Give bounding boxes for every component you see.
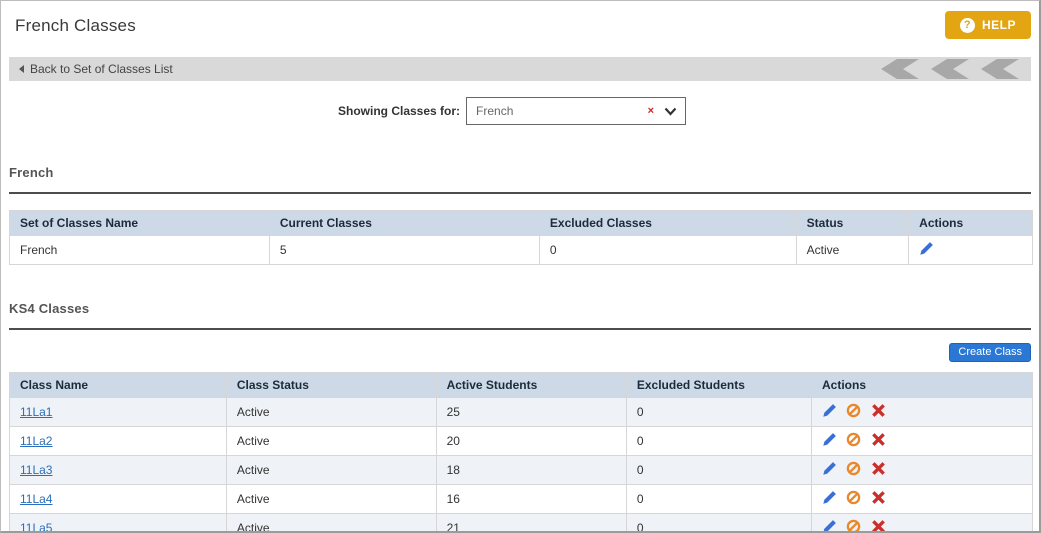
help-button-label: HELP	[981, 18, 1016, 32]
table-row: French 5 0 Active	[9, 235, 1033, 265]
create-row: Create Class	[9, 343, 1031, 362]
back-link-label: Back to Set of Classes List	[30, 62, 173, 76]
column-header: Actions	[811, 372, 1033, 398]
active-students-cell: 21	[435, 513, 627, 531]
excluded-students-cell: 0	[625, 426, 813, 456]
class-name-link[interactable]: 11La5	[20, 521, 53, 533]
chevron-left-icon	[981, 59, 1019, 79]
actions-cell	[811, 513, 1033, 531]
column-header: Current Classes	[268, 210, 540, 236]
class-status-cell: Active	[225, 484, 437, 514]
delete-x-icon[interactable]	[871, 432, 886, 450]
delete-x-icon[interactable]	[871, 490, 886, 508]
delete-x-icon[interactable]	[871, 403, 886, 421]
table-header-row: Set of Classes Name Current Classes Excl…	[9, 210, 1033, 236]
create-class-button[interactable]: Create Class	[949, 343, 1031, 362]
set-of-classes-table: Set of Classes Name Current Classes Excl…	[9, 210, 1033, 265]
filter-label: Showing Classes for:	[338, 104, 461, 118]
classes-section-heading: KS4 Classes	[9, 301, 90, 316]
table-row: 11La3 Active 18 0	[9, 455, 1033, 485]
chevron-left-icon	[931, 59, 969, 79]
class-name-cell: 11La1	[9, 397, 227, 427]
table-header-row: Class Name Class Status Active Students …	[9, 372, 1033, 398]
class-status-cell: Active	[225, 426, 437, 456]
column-header: Status	[795, 210, 910, 236]
active-students-cell: 18	[435, 455, 627, 485]
set-section-heading: French	[9, 165, 54, 180]
back-link[interactable]: Back to Set of Classes List	[19, 62, 173, 76]
actions-cell	[811, 455, 1033, 485]
help-button[interactable]: ? HELP	[944, 11, 1031, 39]
edit-pencil-icon[interactable]	[822, 403, 837, 421]
active-students-cell: 20	[435, 426, 627, 456]
column-header: Active Students	[435, 372, 627, 398]
column-header: Set of Classes Name	[9, 210, 270, 236]
topbar: French Classes ? HELP	[1, 1, 1039, 49]
column-header: Actions	[908, 210, 1033, 236]
page-title: French Classes	[15, 16, 136, 35]
classes-filter-select[interactable]: French ×	[466, 97, 687, 125]
column-header: Class Name	[9, 372, 227, 398]
help-question-icon: ?	[959, 17, 975, 33]
filter-row: Showing Classes for: French ×	[1, 97, 1039, 125]
class-name-cell: 11La5	[9, 513, 227, 533]
class-status-cell: Active	[225, 513, 437, 531]
exclude-ban-icon[interactable]	[846, 432, 861, 450]
class-name-cell: 11La3	[9, 455, 227, 485]
edit-pencil-icon[interactable]	[822, 490, 837, 508]
class-name-cell: 11La4	[9, 484, 227, 514]
table-row: 11La2 Active 20 0	[9, 426, 1033, 456]
actions-cell	[908, 235, 1033, 265]
excluded-students-cell: 0	[625, 397, 813, 427]
clear-filter-icon[interactable]: ×	[647, 105, 655, 117]
breadcrumb-bar: Back to Set of Classes List	[9, 57, 1031, 81]
class-name-link[interactable]: 11La1	[20, 405, 53, 419]
chevron-decoration	[881, 59, 1019, 79]
active-students-cell: 16	[435, 484, 627, 514]
active-students-cell: 25	[435, 397, 627, 427]
edit-pencil-icon[interactable]	[822, 461, 837, 479]
table-row: 11La1 Active 25 0	[9, 397, 1033, 427]
excluded-classes-cell: 0	[538, 235, 797, 265]
column-header: Class Status	[225, 372, 437, 398]
section-divider	[9, 192, 1031, 194]
exclude-ban-icon[interactable]	[846, 461, 861, 479]
chevron-left-icon	[881, 59, 919, 79]
exclude-ban-icon[interactable]	[846, 490, 861, 508]
excluded-students-cell: 0	[625, 484, 813, 514]
class-name-link[interactable]: 11La2	[20, 434, 53, 448]
filter-selected-value: French	[476, 104, 514, 118]
actions-cell	[811, 426, 1033, 456]
excluded-students-cell: 0	[625, 455, 813, 485]
back-arrow-icon	[19, 65, 24, 73]
class-name-link[interactable]: 11La4	[20, 492, 53, 506]
class-status-cell: Active	[225, 455, 437, 485]
chevron-down-icon	[664, 107, 677, 116]
actions-cell	[811, 484, 1033, 514]
table-row: 11La4 Active 16 0	[9, 484, 1033, 514]
status-cell: Active	[795, 235, 910, 265]
current-classes-cell: 5	[268, 235, 540, 265]
class-name-link[interactable]: 11La3	[20, 463, 53, 477]
delete-x-icon[interactable]	[871, 461, 886, 479]
column-header: Excluded Students	[625, 372, 813, 398]
set-name-cell: French	[9, 235, 270, 265]
class-status-cell: Active	[225, 397, 437, 427]
edit-pencil-icon[interactable]	[822, 432, 837, 450]
exclude-ban-icon[interactable]	[846, 403, 861, 421]
column-header: Excluded Classes	[538, 210, 797, 236]
delete-x-icon[interactable]	[871, 519, 886, 531]
classes-table: Class Name Class Status Active Students …	[9, 372, 1033, 533]
section-divider	[9, 328, 1031, 330]
edit-pencil-icon[interactable]	[919, 241, 934, 259]
edit-pencil-icon[interactable]	[822, 519, 837, 531]
table-row: 11La5 Active 21 0	[9, 513, 1033, 533]
excluded-students-cell: 0	[625, 513, 813, 531]
exclude-ban-icon[interactable]	[846, 519, 861, 531]
class-name-cell: 11La2	[9, 426, 227, 456]
actions-cell	[811, 397, 1033, 427]
